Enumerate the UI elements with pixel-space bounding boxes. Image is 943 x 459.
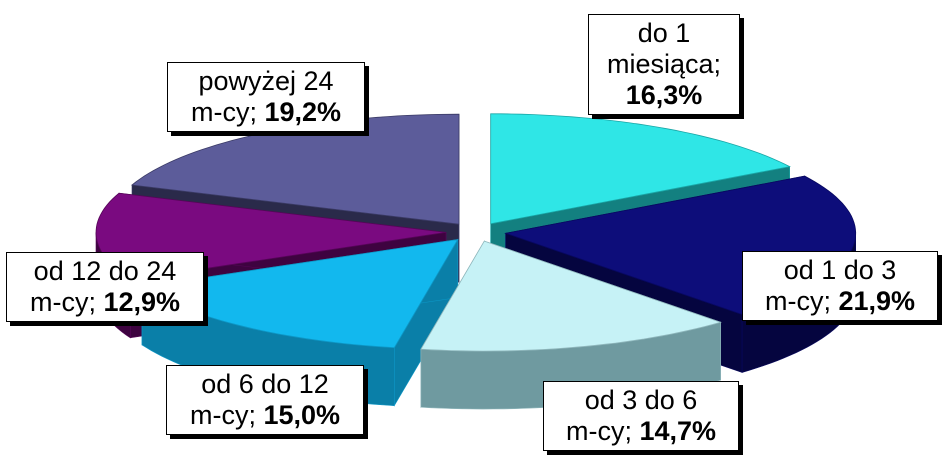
label-line2: m-cy; (29, 287, 96, 317)
label-od-12-do-24: od 12 do 24 m-cy; 12,9% (6, 252, 204, 322)
label-value: 14,7% (639, 416, 717, 446)
label-line2: m-cy; (189, 400, 256, 430)
label-value: 12,9% (103, 287, 181, 317)
label-line1: od 1 do 3 (783, 255, 897, 285)
label-line2: miesiąca; (606, 49, 722, 79)
label-line1: do 1 (637, 18, 691, 48)
label-line2: m-cy; (764, 286, 831, 316)
slice-0-top (490, 113, 791, 225)
label-value: 19,2% (264, 97, 342, 127)
label-od-1-do-3: od 1 do 3 m-cy; 21,9% (742, 251, 938, 321)
label-od-6-do-12: od 6 do 12 m-cy; 15,0% (166, 365, 364, 435)
slice-5-top (130, 113, 460, 225)
label-do-1-miesiaca: do 1 miesiąca; 16,3% (588, 14, 740, 115)
label-value: 16,3% (625, 80, 703, 110)
label-line2: m-cy; (565, 416, 632, 446)
label-line1: powyżej 24 (198, 66, 334, 96)
label-value: 21,9% (838, 286, 916, 316)
label-od-3-do-6: od 3 do 6 m-cy; 14,7% (543, 381, 739, 451)
label-value: 15,0% (263, 400, 341, 430)
label-line1: od 3 do 6 (584, 385, 698, 415)
label-line1: od 6 do 12 (201, 369, 329, 399)
label-line2: m-cy; (190, 97, 257, 127)
slice-2-top (420, 240, 722, 352)
label-powyzej-24: powyżej 24 m-cy; 19,2% (167, 62, 365, 132)
label-line1: od 12 do 24 (33, 256, 177, 286)
